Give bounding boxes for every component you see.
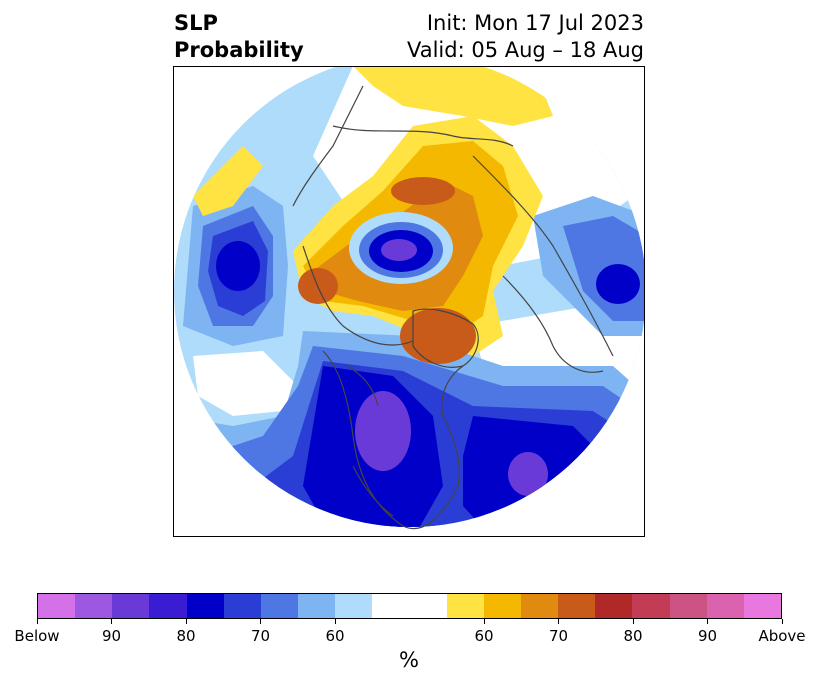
- colorbar-segment: [223, 594, 261, 618]
- colorbar-segment: [260, 594, 299, 618]
- colorbar-segment: [558, 594, 596, 618]
- colorbar-tick-label: Above: [758, 627, 806, 645]
- colorbar-tick-label: 70: [548, 627, 569, 645]
- colorbar-segment: [632, 594, 670, 618]
- coast-greenland: [412, 308, 479, 368]
- colorbar-tick-label: 70: [250, 627, 271, 645]
- field-above-north-yellow: [353, 67, 553, 126]
- colorbar-segment: [521, 594, 559, 618]
- colorbar-segment: [595, 594, 633, 618]
- coast-canada-arctic: [302, 245, 414, 346]
- field-below-pacific-core: [216, 241, 260, 291]
- colorbar-segment: [743, 594, 782, 618]
- colorbar-segment: [75, 594, 113, 618]
- colorbar-segment: [149, 594, 187, 618]
- colorbar-segment: [298, 594, 336, 618]
- coast-hudson-bay: [347, 365, 379, 407]
- coast-alaska: [292, 85, 364, 207]
- probability-field: [174, 67, 644, 527]
- colorbar-segment: [38, 594, 76, 618]
- field-below-us-core: [355, 391, 411, 471]
- colorbar-tick-label: 80: [176, 627, 196, 645]
- colorbar-unit: %: [399, 648, 419, 672]
- coast-eurasia: [472, 155, 614, 357]
- colorbar-tick-label: 60: [474, 627, 494, 645]
- colorbar-tick-label: 90: [697, 627, 718, 645]
- colorbar-tick-label: 60: [325, 627, 345, 645]
- colorbar-segment: [335, 594, 373, 618]
- colorbar-tick: [483, 619, 485, 624]
- colorbar-segment: [372, 594, 447, 618]
- field-above-far-west: [193, 146, 263, 216]
- colorbar-tick: [781, 619, 783, 624]
- colorbar-tick: [707, 619, 708, 624]
- colorbar-segment: [446, 594, 484, 618]
- colorbar-tick-label: 90: [101, 627, 122, 645]
- field-normal-west: [193, 351, 298, 416]
- colorbar-tick-label: 80: [623, 627, 643, 645]
- colorbar-tick: [260, 619, 261, 624]
- init-date: Init: Mon 17 Jul 2023: [426, 11, 644, 35]
- colorbar-tick: [632, 619, 634, 624]
- coast-mexico: [352, 465, 394, 517]
- field-above-greenland-core: [400, 308, 476, 364]
- map-subtitle: Init: Mon 17 Jul 2023 Valid: 05 Aug – 18…: [407, 10, 644, 64]
- map-title: SLP Probability: [174, 10, 304, 64]
- colorbar-segment: [483, 594, 522, 618]
- colorbar: [37, 593, 782, 619]
- title-type: Probability: [174, 38, 304, 62]
- polar-map: [174, 67, 644, 530]
- title-variable: SLP: [174, 11, 218, 35]
- colorbar-tick: [558, 619, 559, 624]
- field-below-eurasia-core: [596, 264, 640, 304]
- colorbar-tick: [111, 619, 112, 624]
- map-panel: [173, 66, 645, 537]
- colorbar-segment: [186, 594, 224, 618]
- field-below-atlantic-core: [508, 452, 548, 496]
- colorbar-segment: [706, 594, 744, 618]
- colorbar-tick: [36, 619, 38, 624]
- colorbar-segment: [669, 594, 707, 618]
- coast-siberia-north: [332, 125, 514, 147]
- colorbar-tick: [185, 619, 187, 624]
- colorbar-tick-label: Below: [14, 627, 60, 645]
- coast-north-america: [322, 350, 464, 530]
- coastlines: [292, 85, 614, 530]
- colorbar-tick: [334, 619, 336, 624]
- valid-range: Valid: 05 Aug – 18 Aug: [406, 38, 644, 62]
- field-above-siberia-core: [391, 177, 455, 205]
- colorbar-segment: [112, 594, 150, 618]
- field-below-arctic-core: [381, 239, 417, 261]
- coast-europe: [502, 275, 604, 373]
